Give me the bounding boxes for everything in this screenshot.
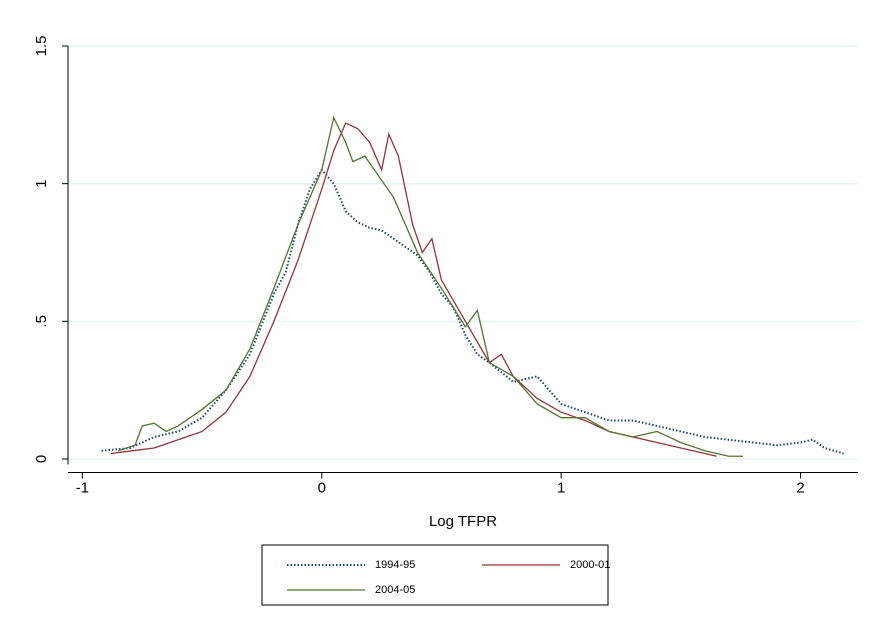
x-tick-label: 1 — [557, 479, 565, 496]
x-tick-label: 0 — [318, 479, 326, 496]
series-line — [111, 122, 717, 457]
y-tick-label: 0 — [33, 455, 50, 463]
y-tick-label: 1 — [33, 179, 50, 187]
y-tick-label: 1.5 — [33, 36, 50, 57]
series-line — [118, 115, 744, 457]
y-tick-label: .5 — [33, 315, 50, 328]
legend-label: 2004-05 — [375, 584, 415, 596]
legend-box — [261, 544, 609, 606]
legend-label: 2000-01 — [570, 559, 610, 571]
x-tick-label: -1 — [76, 479, 89, 496]
x-tick-label: 2 — [796, 479, 804, 496]
legend-label: 1994-95 — [375, 559, 415, 571]
x-axis-label: Log TFPR — [429, 513, 497, 530]
